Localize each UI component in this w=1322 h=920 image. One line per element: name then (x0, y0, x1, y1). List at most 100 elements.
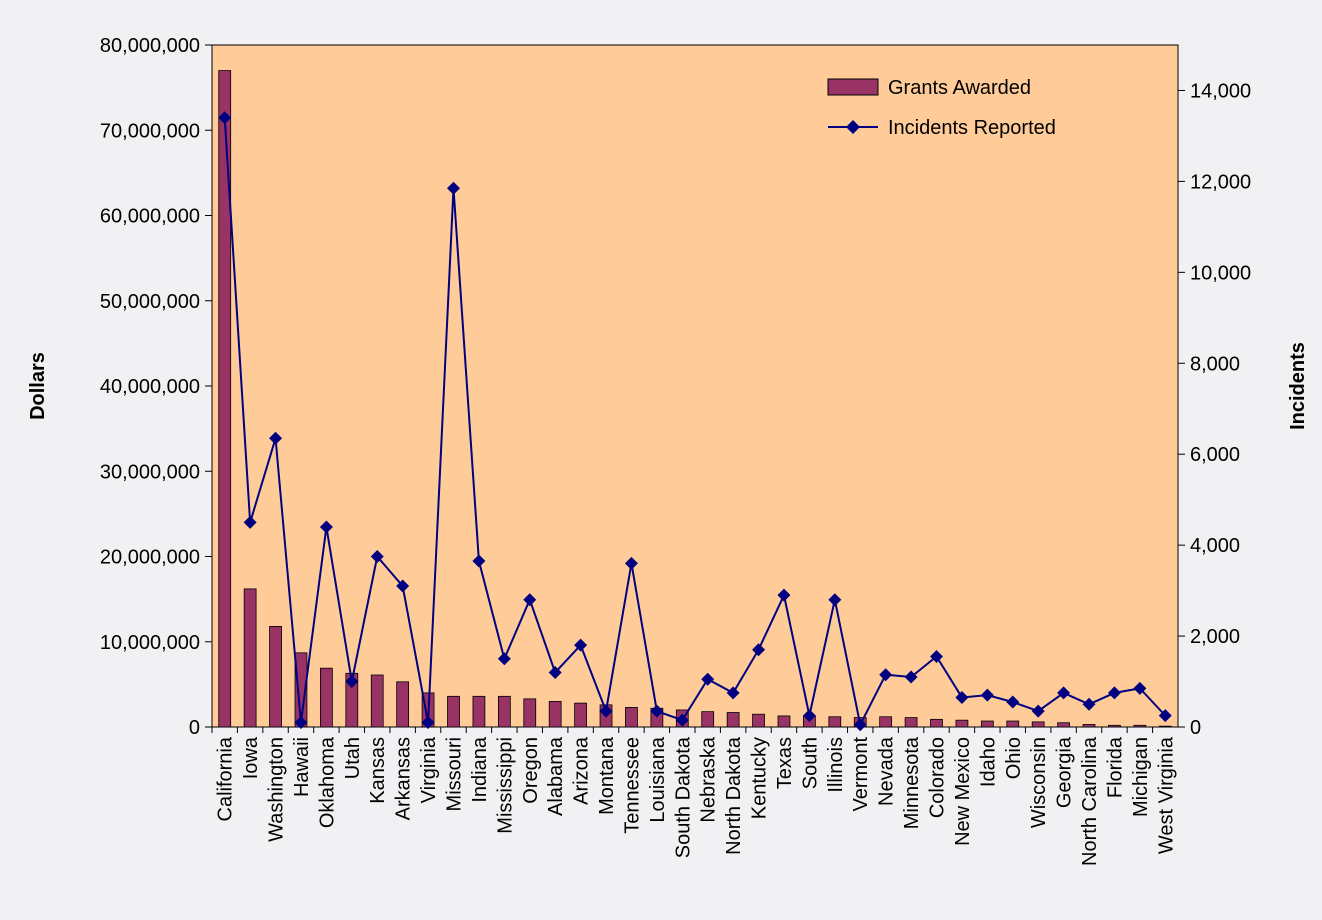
y-left-tick-label: 40,000,000 (100, 376, 200, 398)
x-tick-label-louisiana: Louisiana (647, 736, 669, 823)
incident-point-hawaii (294, 715, 308, 729)
bar-california (218, 70, 232, 728)
line-layer (218, 111, 1172, 732)
bar-washington (269, 626, 282, 728)
x-tick-label-california: California (215, 736, 237, 821)
bar-north-carolina (1082, 724, 1096, 728)
incident-point-kentucky (752, 643, 766, 657)
incident-point-montana (599, 704, 613, 718)
incident-point-north-carolina (1082, 697, 1096, 711)
incident-point-west-virginia (1158, 709, 1172, 723)
bar-kansas (370, 674, 384, 728)
y-right-tick-label: 4,000 (1190, 535, 1240, 557)
bar-new-mexico (955, 719, 969, 728)
legend: Grants Awarded Incidents Reported (827, 77, 1056, 139)
x-tick-label-south-dakota: South Dakota (672, 736, 694, 858)
bar-arkansas (396, 681, 410, 728)
incident-point-wisconsin (1031, 704, 1045, 718)
x-tick-label-iowa: Iowa (240, 736, 262, 779)
incident-point-kansas (370, 550, 384, 563)
plot-area (211, 44, 1179, 728)
incident-point-oklahoma (319, 520, 333, 534)
incident-point-mississippi (497, 652, 511, 666)
x-tick-label-kansas: Kansas (367, 737, 389, 804)
legend-swatch-grants (827, 78, 879, 96)
y-left-tick-label: 60,000,000 (100, 206, 200, 228)
bar-iowa (243, 588, 257, 728)
x-tick-label-illinois: Illinois (825, 737, 847, 793)
x-tick-label-tennessee: Tennessee (621, 737, 643, 834)
x-tick-label-texas: Texas (774, 737, 796, 789)
x-tick-label-mississippi: Mississippi (494, 737, 516, 834)
y-right-tick-label: 10,000 (1190, 262, 1251, 284)
bar-oklahoma (320, 667, 333, 728)
bar-alabama (548, 701, 562, 728)
bar-texas (777, 715, 791, 728)
incident-point-tennessee (624, 556, 638, 570)
incident-point-illinois (828, 593, 842, 607)
y-left-tick-label: 50,000,000 (100, 291, 200, 313)
x-tick-label-michigan: Michigan (1130, 737, 1152, 817)
x-tick-label-arizona: Arizona (571, 736, 593, 805)
y-right-tick-label: 14,000 (1190, 80, 1251, 102)
bar-missouri (447, 695, 460, 728)
y-left-tick-label: 70,000,000 (100, 120, 200, 142)
bar-kentucky (752, 713, 765, 728)
incident-point-oregon (523, 593, 537, 607)
x-tick-label-alabama: Alabama (545, 736, 567, 816)
bar-utah (345, 672, 359, 728)
bar-tennessee (625, 706, 638, 728)
incident-point-north-dakota (726, 686, 740, 700)
bar-nevada (879, 716, 893, 728)
legend-label-grants: Grants Awarded (888, 77, 1031, 99)
x-tick-label-oklahoma: Oklahoma (316, 736, 338, 828)
y-right-tick-label: 6,000 (1190, 444, 1240, 466)
incident-point-washington (269, 431, 283, 445)
incident-point-missouri (447, 181, 460, 195)
y-axis-right-title: Incidents (1287, 342, 1309, 430)
x-tick-label-hawaii: Hawaii (291, 737, 313, 797)
x-tick-label-vermont: Vermont (850, 737, 872, 812)
x-tick-label-ohio: Ohio (1003, 737, 1025, 779)
y-right-tick-label: 12,000 (1190, 171, 1251, 193)
x-tick-label-colorado: Colorado (927, 737, 949, 818)
incident-point-nebraska (701, 672, 715, 686)
bar-illinois (828, 716, 842, 728)
axes-layer: 0 10,000,000 20,000,000 30,000,000 40,000,00… (100, 35, 1251, 739)
y-right-tick-label: 0 (1190, 717, 1201, 739)
incident-point-michigan (1133, 681, 1147, 695)
incident-point-arizona (574, 638, 588, 652)
incident-point-idaho (980, 688, 994, 702)
x-tick-label-minnesota: Minnesota (901, 736, 923, 829)
bar-arizona (574, 702, 587, 728)
y-left-tick-label: 80,000,000 (100, 35, 200, 57)
incident-point-florida (1107, 686, 1121, 700)
bar-mississippi (497, 695, 511, 728)
legend-marker-incidents (846, 120, 860, 134)
y-left-tick-label: 10,000,000 (100, 632, 200, 654)
bar-nebraska (701, 711, 715, 728)
bar-minnesota (904, 717, 918, 728)
x-tick-label-florida: Florida (1104, 736, 1126, 798)
x-tick-label-wisconsin: Wisconsin (1028, 737, 1050, 828)
bar-michigan (1133, 724, 1147, 728)
incident-point-alabama (548, 665, 562, 679)
y-right-tick-label: 8,000 (1190, 353, 1240, 375)
bar-oregon (523, 698, 537, 728)
bar-wisconsin (1031, 721, 1045, 728)
incident-point-nevada (879, 668, 893, 682)
y-left-tick-label: 20,000,000 (100, 547, 200, 569)
incident-point-south-dakota (675, 713, 689, 727)
x-tick-label-utah: Utah (342, 737, 364, 779)
incident-point-louisiana (650, 704, 664, 718)
x-tick-label-georgia: Georgia (1054, 736, 1076, 808)
x-tick-label-indiana: Indiana (469, 736, 491, 802)
bar-georgia (1057, 722, 1070, 728)
incident-point-virginia (421, 715, 435, 729)
x-tick-label-montana: Montana (596, 736, 618, 815)
y-axis-left-title: Dollars (27, 352, 49, 420)
bar-ohio (1006, 720, 1020, 728)
incident-point-vermont (853, 718, 867, 732)
x-tick-label-idaho: Idaho (977, 737, 999, 787)
